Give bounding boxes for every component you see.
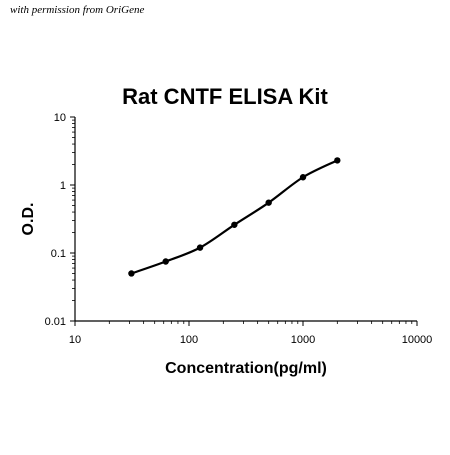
- y-tick-label: 10: [54, 112, 66, 124]
- plot-area: [128, 157, 341, 277]
- axis-ticks: [70, 116, 418, 326]
- series-line: [131, 159, 338, 275]
- data-point: [162, 258, 169, 265]
- data-point: [196, 244, 204, 251]
- y-tick-label: 0.1: [51, 248, 66, 260]
- tick-labels: 10 100 1000 10000 0.01 0.1 1 10: [45, 112, 433, 346]
- x-tick-label: 1000: [291, 334, 315, 346]
- chart-title: Rat CNTF ELISA Kit: [122, 84, 328, 109]
- x-axis-label: Concentration(pg/ml): [165, 360, 327, 377]
- y-axis-label: O.D.: [20, 203, 37, 236]
- data-point: [334, 157, 341, 164]
- x-tick-label: 100: [180, 334, 198, 346]
- watermark-text: with permission from OriGene: [10, 4, 145, 16]
- y-tick-label: 1: [60, 180, 66, 192]
- data-point: [265, 199, 272, 206]
- data-point: [231, 221, 238, 228]
- x-tick-label: 10000: [402, 334, 433, 346]
- data-point: [299, 174, 307, 181]
- data-point: [128, 270, 135, 277]
- x-tick-label: 10: [69, 334, 81, 346]
- y-tick-label: 0.01: [45, 316, 66, 328]
